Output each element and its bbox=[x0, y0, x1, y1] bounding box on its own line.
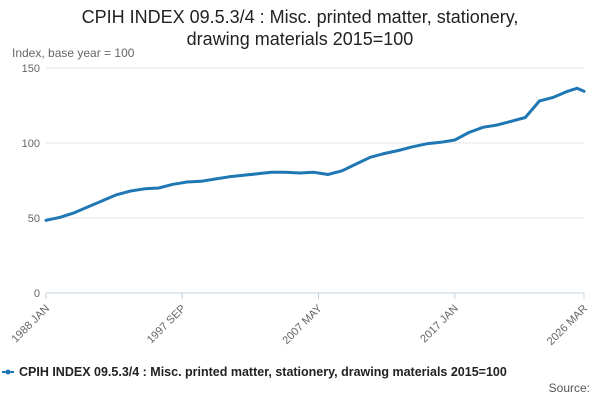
x-tick-label: 2017 JAN bbox=[418, 303, 461, 346]
x-tick-label: 2026 MAR bbox=[545, 303, 590, 348]
y-tick-label: 100 bbox=[22, 138, 40, 150]
data-point bbox=[115, 193, 118, 197]
data-point bbox=[242, 174, 245, 177]
data-point bbox=[411, 145, 414, 149]
series-line[interactable] bbox=[44, 86, 586, 222]
x-tick-label: 2007 MAY bbox=[280, 302, 325, 347]
data-point bbox=[566, 90, 569, 93]
data-point bbox=[383, 152, 386, 155]
data-point bbox=[270, 171, 273, 174]
data-point bbox=[227, 175, 231, 179]
data-point bbox=[143, 187, 146, 191]
data-point bbox=[101, 199, 104, 203]
data-point bbox=[582, 90, 586, 93]
x-tick-label: 1988 JAN bbox=[9, 303, 52, 346]
data-point bbox=[44, 219, 48, 222]
data-point bbox=[425, 142, 428, 146]
data-point bbox=[368, 156, 372, 159]
data-point bbox=[439, 141, 443, 144]
data-point bbox=[524, 116, 527, 119]
data-point bbox=[284, 171, 287, 174]
data-point bbox=[256, 172, 259, 176]
x-ticks: 1988 JAN 1997 SEP 2007 MAY 2017 JAN 2026 MAR bbox=[9, 293, 590, 348]
data-point bbox=[354, 162, 358, 166]
data-point bbox=[157, 186, 161, 190]
y-tick-label: 0 bbox=[34, 288, 40, 300]
data-point bbox=[213, 177, 217, 181]
y-tick-label: 150 bbox=[22, 63, 40, 75]
y-ticks: 0 50 100 150 bbox=[22, 63, 40, 300]
data-point bbox=[326, 173, 330, 176]
data-point bbox=[552, 96, 555, 99]
data-point bbox=[312, 171, 316, 174]
data-point bbox=[467, 131, 471, 134]
legend-item-label: CPIH INDEX 09.5.3/4 : Misc. printed matt… bbox=[19, 365, 507, 379]
data-point bbox=[453, 138, 457, 142]
data-point bbox=[575, 87, 579, 90]
grid bbox=[46, 67, 584, 294]
data-point bbox=[298, 171, 302, 175]
data-point bbox=[481, 126, 485, 129]
data-point bbox=[72, 211, 76, 215]
data-point bbox=[538, 99, 541, 103]
data-point bbox=[317, 171, 320, 175]
data-point bbox=[340, 169, 344, 173]
legend-marker bbox=[5, 369, 11, 375]
data-point bbox=[397, 149, 400, 152]
source-label: Source: bbox=[549, 381, 590, 395]
chart-title-line1: CPIH INDEX 09.5.3/4 : Misc. printed matt… bbox=[82, 7, 519, 27]
y-tick-label: 50 bbox=[28, 213, 40, 225]
series-layer bbox=[44, 86, 586, 222]
data-point bbox=[509, 120, 513, 123]
data-point bbox=[171, 183, 175, 186]
x-tick-label: 1997 SEP bbox=[145, 303, 189, 347]
data-point bbox=[495, 123, 499, 127]
data-point bbox=[87, 205, 90, 209]
data-point bbox=[129, 189, 132, 193]
data-point bbox=[199, 180, 203, 183]
data-point bbox=[181, 181, 184, 185]
data-point bbox=[58, 216, 62, 219]
y-axis-label: Index, base year = 100 bbox=[12, 46, 135, 60]
data-point bbox=[185, 180, 189, 184]
legend[interactable]: CPIH INDEX 09.5.3/4 : Misc. printed matt… bbox=[2, 365, 507, 379]
chart-title-line2: drawing materials 2015=100 bbox=[187, 29, 414, 49]
